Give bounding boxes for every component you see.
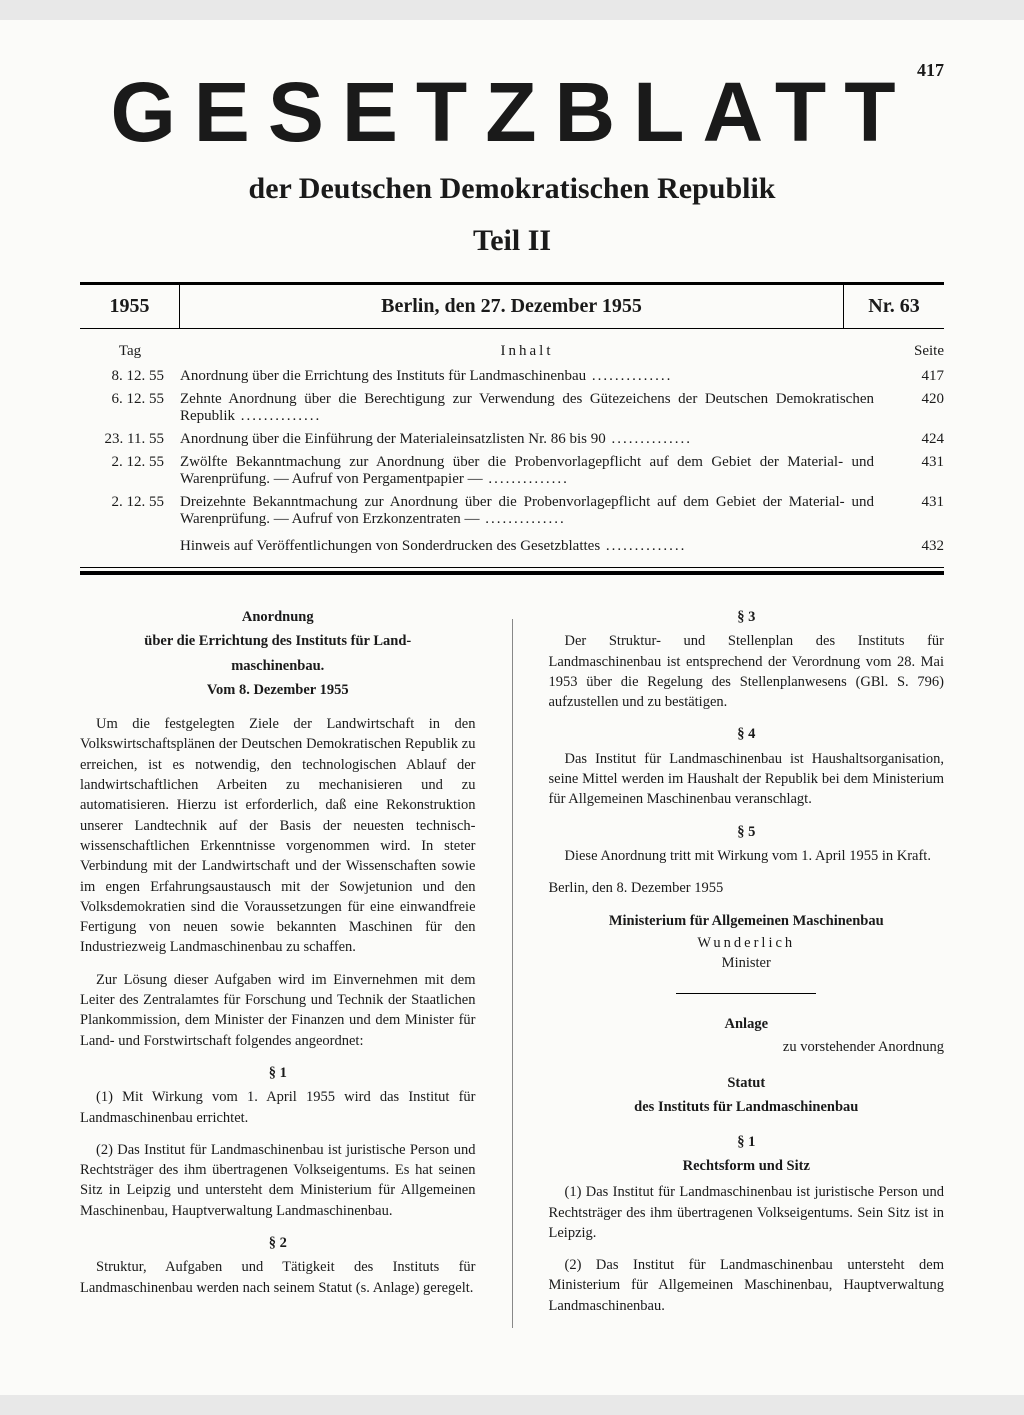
toc-row: 6. 12. 55 Zehnte Anordnung über die Bere…: [80, 391, 944, 425]
toc-col-inhalt: Inhalt: [180, 343, 874, 360]
paragraph: Zur Lösung dieser Aufgaben wird im Einve…: [80, 970, 476, 1051]
toc-header: Tag Inhalt Seite: [80, 343, 944, 360]
toc-desc: Anordnung über die Errichtung des Instit…: [180, 368, 874, 385]
paragraph: (1) Mit Wirkung vom 1. April 1955 wird d…: [80, 1087, 476, 1128]
paragraph: (1) Das Institut für Landmaschinenbau is…: [549, 1182, 945, 1243]
ordinance-date: Vom 8. Dezember 1955: [80, 680, 476, 700]
section-number: § 2: [80, 1233, 476, 1253]
toc-page: 420: [874, 391, 944, 408]
section-number: § 1: [80, 1063, 476, 1083]
left-column: Anordnung über die Errichtung des Instit…: [80, 607, 476, 1328]
masthead-subtitle: der Deutschen Demokratischen Republik: [80, 172, 944, 206]
toc-page: 431: [874, 494, 944, 511]
right-column: § 3 Der Struktur- und Stellenplan des In…: [549, 607, 945, 1328]
toc-page: 432: [874, 538, 944, 555]
section-number: § 4: [549, 724, 945, 744]
table-of-contents: Tag Inhalt Seite 8. 12. 55 Anordnung übe…: [80, 343, 944, 555]
anlage-subtitle: zu vorstehender Anordnung: [549, 1037, 945, 1057]
paragraph: Der Struktur- und Stellenplan des Instit…: [549, 631, 945, 712]
toc-desc-text: Anordnung über die Errichtung des Instit…: [180, 368, 586, 384]
toc-desc-text: Anordnung über die Einführung der Materi…: [180, 431, 606, 447]
section-number: § 3: [549, 607, 945, 627]
toc-page: 417: [874, 368, 944, 385]
toc-row: Hinweis auf Veröffentlichungen von Sonde…: [80, 538, 944, 555]
divider-rule: [676, 993, 816, 994]
dots: [606, 431, 692, 447]
toc-desc-text: Hinweis auf Veröffentlichungen von Sonde…: [180, 538, 600, 554]
dots: [586, 368, 672, 384]
ordinance-title-line3: maschinenbau.: [80, 656, 476, 676]
ministry-name: Ministerium für Allgemeinen Maschinenbau: [549, 911, 945, 931]
column-divider: [512, 619, 513, 1328]
meta-place-date: Berlin, den 27. Dezember 1955: [180, 285, 844, 328]
section-number: § 5: [549, 822, 945, 842]
ordinance-title-line2: über die Errichtung des Instituts für La…: [80, 631, 476, 651]
paragraph: Diese Anordnung tritt mit Wirkung vom 1.…: [549, 846, 945, 866]
toc-col-tag: Tag: [80, 343, 180, 360]
paragraph: (2) Das Institut für Landmaschinenbau is…: [80, 1140, 476, 1221]
minister-name: Wunderlich: [549, 933, 945, 953]
meta-issue: Nr. 63: [844, 285, 944, 328]
page-number: 417: [917, 60, 944, 81]
masthead-part: Teil II: [80, 224, 944, 258]
meta-year: 1955: [80, 285, 180, 328]
dots: [483, 471, 569, 487]
toc-date: 8. 12. 55: [80, 368, 180, 385]
dots: [600, 538, 686, 554]
anlage-heading: Anlage: [549, 1014, 945, 1034]
paragraph: Das Institut für Landmaschinenbau ist Ha…: [549, 749, 945, 810]
toc-row: 8. 12. 55 Anordnung über die Errichtung …: [80, 368, 944, 385]
paragraph: Struktur, Aufgaben und Tätigkeit des Ins…: [80, 1257, 476, 1298]
toc-end-rule: [80, 567, 944, 575]
paragraph: (2) Das Institut für Landmaschinenbau un…: [549, 1255, 945, 1316]
section-number: § 1: [549, 1132, 945, 1152]
statut-title: Statut: [549, 1073, 945, 1093]
toc-page: 424: [874, 431, 944, 448]
document-page: 417 GESETZBLATT der Deutschen Demokratis…: [0, 20, 1024, 1395]
toc-row: 2. 12. 55 Zwölfte Bekanntmachung zur Ano…: [80, 454, 944, 488]
body-columns: Anordnung über die Errichtung des Instit…: [80, 607, 944, 1328]
ordinance-title: Anordnung: [80, 607, 476, 627]
toc-row: 2. 12. 55 Dreizehnte Bekanntmachung zur …: [80, 494, 944, 528]
toc-date: 2. 12. 55: [80, 494, 180, 511]
section-heading: Rechtsform und Sitz: [549, 1156, 945, 1176]
toc-col-seite: Seite: [874, 343, 944, 360]
meta-bar: 1955 Berlin, den 27. Dezember 1955 Nr. 6…: [80, 282, 944, 329]
toc-desc: Dreizehnte Bekanntmachung zur Anordnung …: [180, 494, 874, 528]
masthead-title: GESETZBLATT: [80, 70, 944, 154]
masthead: GESETZBLATT der Deutschen Demokratischen…: [80, 70, 944, 258]
toc-page: 431: [874, 454, 944, 471]
toc-desc: Zwölfte Bekanntmachung zur Anordnung übe…: [180, 454, 874, 488]
minister-role: Minister: [549, 953, 945, 973]
toc-desc: Hinweis auf Veröffentlichungen von Sonde…: [180, 538, 874, 555]
toc-date: 6. 12. 55: [80, 391, 180, 408]
toc-date: 2. 12. 55: [80, 454, 180, 471]
sign-place: Berlin, den 8. Dezember 1955: [549, 878, 945, 898]
toc-desc: Zehnte Anordnung über die Berechtigung z…: [180, 391, 874, 425]
paragraph: Um die festgelegten Ziele der Landwirtsc…: [80, 714, 476, 958]
dots: [480, 511, 566, 527]
statut-subtitle: des Instituts für Landmaschinenbau: [549, 1097, 945, 1117]
toc-row: 23. 11. 55 Anordnung über die Einführung…: [80, 431, 944, 448]
dots: [235, 408, 321, 424]
toc-desc: Anordnung über die Einführung der Materi…: [180, 431, 874, 448]
toc-date: 23. 11. 55: [80, 431, 180, 448]
anlage-label: Anlage: [725, 1016, 769, 1032]
signature-block: Ministerium für Allgemeinen Maschinenbau…: [549, 911, 945, 974]
